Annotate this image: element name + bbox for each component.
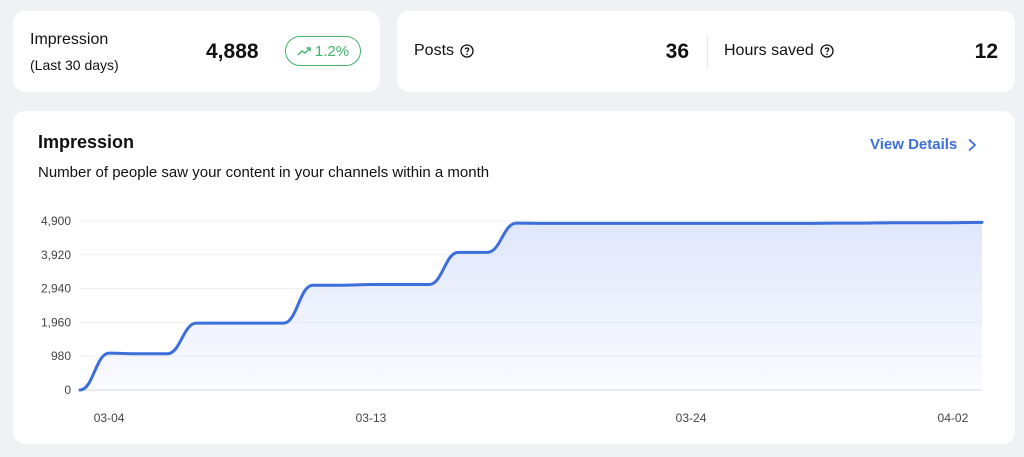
x-tick-label: 04-02 — [938, 411, 969, 425]
impression-area-chart: 0 980 1,960 2,940 3,920 4,900 03-04 03-13 03-24 0… — [41, 214, 984, 425]
series-line — [78, 220, 984, 392]
chevron-right-icon — [968, 138, 977, 151]
series-area — [80, 222, 982, 390]
hours-saved-label-text: Hours saved — [724, 42, 814, 59]
impression-summary-value: 4,888 — [206, 40, 259, 63]
chart-title: Impression — [38, 132, 135, 152]
hours-saved-label: Hours saved — [724, 42, 834, 60]
impression-summary-period: (Last 30 days) — [30, 57, 119, 73]
view-details-label: View Details — [870, 136, 958, 153]
chart-subtitle: Number of people saw your content in you… — [38, 164, 490, 181]
stats-card: Posts 36 Hours saved 12 — [397, 11, 1015, 92]
posts-value: 36 — [665, 40, 689, 63]
change-badge-value: 1.2% — [314, 42, 350, 60]
change-badge: 1.2% — [285, 36, 361, 66]
posts-label: Posts — [414, 42, 474, 60]
impression-summary-title: Impression — [30, 31, 109, 48]
posts-label-text: Posts — [414, 42, 455, 59]
help-icon[interactable] — [460, 44, 474, 58]
x-tick-label: 03-24 — [676, 411, 707, 425]
stats-divider — [707, 36, 708, 68]
impression-chart-card: Impression Number of people saw your con… — [13, 111, 1015, 444]
view-details-link[interactable]: View Details — [870, 136, 977, 153]
trend-up-icon — [297, 47, 311, 56]
x-tick-label: 03-04 — [94, 411, 125, 425]
x-tick-label: 03-13 — [356, 411, 387, 425]
y-tick-label: 0 — [64, 383, 71, 397]
y-tick-label: 2,940 — [41, 282, 71, 296]
help-icon[interactable] — [820, 44, 834, 58]
y-tick-label: 1,960 — [41, 315, 71, 329]
hours-saved-value: 12 — [974, 40, 998, 63]
y-tick-label: 980 — [51, 349, 71, 363]
y-tick-label: 3,920 — [41, 248, 71, 262]
y-tick-label: 4,900 — [41, 214, 71, 228]
impression-summary-card: Impression (Last 30 days) 4,888 1.2% — [13, 11, 380, 92]
